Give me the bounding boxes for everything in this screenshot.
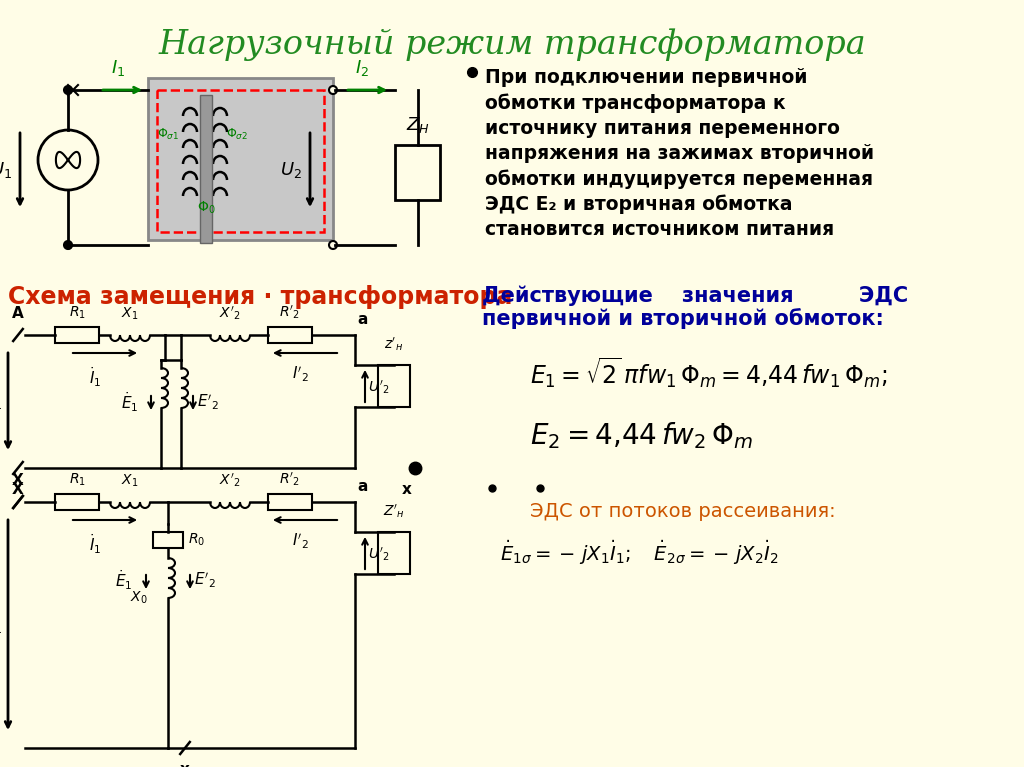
- Circle shape: [38, 130, 98, 190]
- Text: первичной и вторичной обмоток:: первичной и вторичной обмоток:: [482, 308, 884, 329]
- Circle shape: [63, 241, 72, 249]
- Text: ЭДС от потоков рассеивания:: ЭДС от потоков рассеивания:: [530, 502, 836, 521]
- Text: $\dot{E}_1$: $\dot{E}_1$: [116, 568, 133, 592]
- Text: $Z_H$: $Z_H$: [407, 115, 430, 135]
- Text: $z'_н$: $z'_н$: [384, 335, 403, 353]
- Text: A: A: [12, 306, 24, 321]
- Bar: [153, 532, 183, 548]
- Text: Нагрузочный режим трансформатора: Нагрузочный режим трансформатора: [158, 28, 866, 61]
- Bar: [268, 327, 312, 343]
- Text: $\Phi_{\sigma1}$: $\Phi_{\sigma1}$: [157, 127, 179, 142]
- Text: $I_2$: $I_2$: [355, 58, 369, 78]
- Text: $\Phi_0$: $\Phi_0$: [197, 200, 215, 216]
- Text: Схема замещения · трансформатора: Схема замещения · трансформатора: [8, 285, 512, 309]
- Text: X: X: [12, 473, 24, 488]
- Text: $U_1$: $U_1$: [0, 160, 12, 180]
- Text: $\dot{I}_1$: $\dot{I}_1$: [89, 532, 101, 555]
- Text: X: X: [12, 482, 24, 497]
- Text: $R_1$: $R_1$: [69, 304, 85, 321]
- Text: При подключении первичной
обмотки трансформатора к
источнику питания переменного: При подключении первичной обмотки трансф…: [485, 68, 874, 239]
- Text: $E'_2$: $E'_2$: [197, 393, 219, 412]
- Bar: [157, 90, 324, 232]
- Text: $E'_2$: $E'_2$: [194, 571, 216, 590]
- Text: $R_1$: $R_1$: [69, 472, 85, 488]
- Text: $U_1$: $U_1$: [0, 615, 2, 635]
- Text: $\dot{I}_1$: $\dot{I}_1$: [89, 365, 101, 389]
- Text: $X_1$: $X_1$: [121, 472, 138, 489]
- Text: $I'_2$: $I'_2$: [292, 532, 308, 551]
- Circle shape: [329, 86, 337, 94]
- Text: $X_1$: $X_1$: [121, 305, 138, 322]
- Text: $Z'_н$: $Z'_н$: [383, 502, 404, 520]
- Bar: [55, 327, 99, 343]
- Text: $U_2$: $U_2$: [281, 160, 302, 180]
- Text: $U'_2$: $U'_2$: [368, 545, 389, 563]
- Text: $R'_2$: $R'_2$: [280, 304, 300, 321]
- Text: $I_1$: $I_1$: [111, 58, 125, 78]
- Bar: [378, 532, 410, 574]
- Text: $R'_2$: $R'_2$: [280, 470, 300, 488]
- Circle shape: [329, 241, 337, 249]
- Text: $R_0$: $R_0$: [188, 532, 205, 548]
- Text: $E_2 = 4{,}44\,fw_2\,\Phi_m$: $E_2 = 4{,}44\,fw_2\,\Phi_m$: [530, 420, 753, 451]
- Bar: [378, 365, 410, 407]
- Bar: [395, 145, 440, 200]
- Text: x: x: [180, 762, 189, 767]
- Text: $U_1$: $U_1$: [0, 391, 2, 411]
- Text: $X'_2$: $X'_2$: [219, 472, 241, 489]
- Text: $X_0$: $X_0$: [130, 590, 148, 606]
- Text: $E_1 = \sqrt{2}\,\pi f w_1\,\Phi_m = 4{,}44\,fw_1\,\Phi_m;$: $E_1 = \sqrt{2}\,\pi f w_1\,\Phi_m = 4{,…: [530, 355, 887, 390]
- Text: a: a: [357, 312, 368, 327]
- Text: $U'_2$: $U'_2$: [368, 378, 389, 396]
- Circle shape: [63, 86, 72, 94]
- Text: $\dot{E}_{1\sigma} = -\,jX_1\dot{I}_1;\quad \dot{E}_{2\sigma} = -\,jX_2\dot{I}_2: $\dot{E}_{1\sigma} = -\,jX_1\dot{I}_1;\q…: [500, 538, 778, 567]
- Bar: [200, 95, 212, 243]
- Text: a: a: [357, 479, 368, 494]
- Text: $\dot{E}_1$: $\dot{E}_1$: [122, 390, 139, 414]
- Text: $X'_2$: $X'_2$: [219, 304, 241, 322]
- Text: Действующие    значения         ЭДС: Действующие значения ЭДС: [482, 285, 908, 305]
- Bar: [268, 494, 312, 510]
- Text: $I'_2$: $I'_2$: [292, 365, 308, 384]
- Text: $\Phi_{\sigma2}$: $\Phi_{\sigma2}$: [226, 127, 248, 142]
- Text: x: x: [402, 482, 412, 497]
- Bar: [55, 494, 99, 510]
- Bar: [148, 78, 333, 240]
